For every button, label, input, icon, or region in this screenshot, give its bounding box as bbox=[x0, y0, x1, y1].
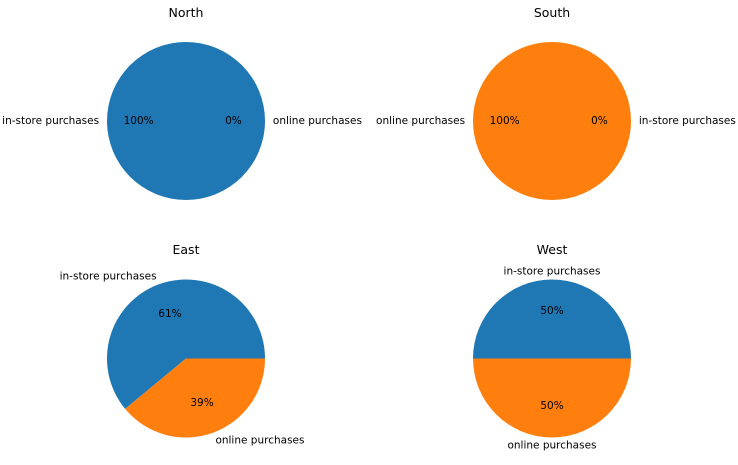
pie-slice-east-online-purchases bbox=[125, 358, 265, 438]
slice-label-north-in-store-purchases: in-store purchases bbox=[2, 115, 99, 127]
chart-title-west: West bbox=[537, 242, 568, 257]
pie-north: in-store purchases 100% online purchases 0% bbox=[2, 42, 362, 200]
slice-percent-north-in-store-purchases: 100% bbox=[124, 115, 154, 127]
pie-slice-east-in-store-purchases bbox=[106, 279, 265, 409]
slice-label-north-online-purchases: online purchases bbox=[273, 115, 362, 127]
slice-percent-west-in-store-purchases: 50% bbox=[540, 305, 563, 317]
pie-slice-north-in-store-purchases bbox=[107, 42, 265, 200]
slice-percent-south-online-purchases: 100% bbox=[490, 115, 520, 127]
slice-label-west-in-store-purchases: in-store purchases bbox=[504, 266, 601, 278]
chart-title-east: East bbox=[173, 242, 200, 257]
pie-east: in-store purchases 61% online purchases 39% bbox=[60, 271, 305, 447]
chart-title-south: South bbox=[534, 5, 570, 20]
slice-label-east-in-store-purchases: in-store purchases bbox=[60, 271, 157, 283]
slice-percent-north-online-purchases: 0% bbox=[225, 115, 242, 127]
pie-slice-west-in-store-purchases bbox=[473, 279, 631, 359]
slice-label-west-online-purchases: online purchases bbox=[507, 439, 596, 451]
chart-title-north: North bbox=[169, 5, 204, 20]
slice-label-east-online-purchases: online purchases bbox=[215, 434, 304, 446]
slice-percent-west-online-purchases: 50% bbox=[540, 400, 563, 412]
slice-percent-east-online-purchases: 39% bbox=[190, 397, 213, 409]
slice-percent-east-in-store-purchases: 61% bbox=[158, 308, 181, 320]
slice-percent-south-in-store-purchases: 0% bbox=[591, 115, 608, 127]
slice-label-south-in-store-purchases: in-store purchases bbox=[639, 115, 736, 127]
pie-slice-south-online-purchases bbox=[473, 42, 631, 200]
slice-label-south-online-purchases: online purchases bbox=[376, 115, 465, 127]
pie-slice-west-online-purchases bbox=[473, 358, 631, 438]
pie-south: online purchases 100% in-store purchases 0% bbox=[376, 42, 736, 200]
pie-west: in-store purchases 50% online purchases 50% bbox=[473, 266, 631, 451]
